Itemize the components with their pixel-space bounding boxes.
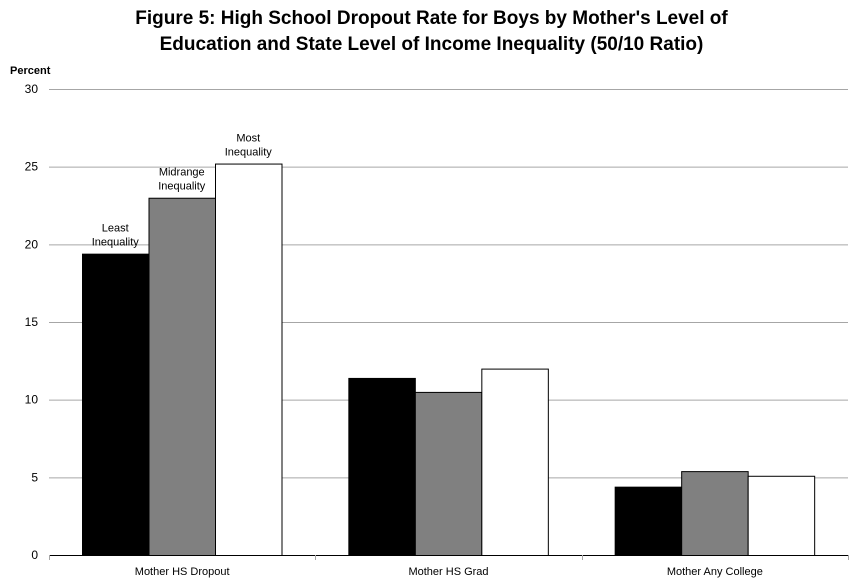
bar-midrange-inequality-1 <box>414 391 483 556</box>
y-tick-label-10: 10 <box>25 393 39 407</box>
x-tick-label-2: Mother Any College <box>667 566 763 578</box>
x-tick-label-0: Mother HS Dropout <box>135 566 230 578</box>
bar-least-inequality-0 <box>82 253 150 557</box>
chart-title-line-2: Education and State Level of Income Ineq… <box>159 34 704 55</box>
y-tick-label-30: 30 <box>25 82 39 96</box>
y-axis-label: Percent <box>10 65 51 77</box>
bar-most-inequality-1 <box>481 368 549 556</box>
y-tick-label-5: 5 <box>31 470 38 484</box>
chart-title-line-1: Figure 5: High School Dropout Rate for B… <box>135 8 728 29</box>
bar-most-inequality-0 <box>215 163 283 556</box>
series-label-1-line-1: Inequality <box>158 181 206 193</box>
y-tick-label-25: 25 <box>25 160 39 174</box>
chart-title: Figure 5: High School Dropout Rate for B… <box>0 6 863 58</box>
bar-least-inequality-2 <box>614 486 683 556</box>
series-label-1-line-0: Midrange <box>159 167 205 179</box>
y-tick-label-15: 15 <box>25 315 39 329</box>
series-label-0-line-1: Inequality <box>92 237 140 249</box>
bar-least-inequality-1 <box>348 377 416 557</box>
series-label-2-line-0: Most <box>236 133 260 145</box>
x-tick-label-1: Mother HS Grad <box>408 566 488 578</box>
y-tick-label-20: 20 <box>25 237 39 251</box>
bar-midrange-inequality-0 <box>148 197 216 556</box>
bar-midrange-inequality-2 <box>681 471 749 556</box>
y-tick-label-0: 0 <box>31 548 38 562</box>
series-label-2-line-1: Inequality <box>225 147 273 159</box>
series-label-0-line-0: Least <box>102 223 129 235</box>
bar-most-inequality-2 <box>747 475 816 556</box>
